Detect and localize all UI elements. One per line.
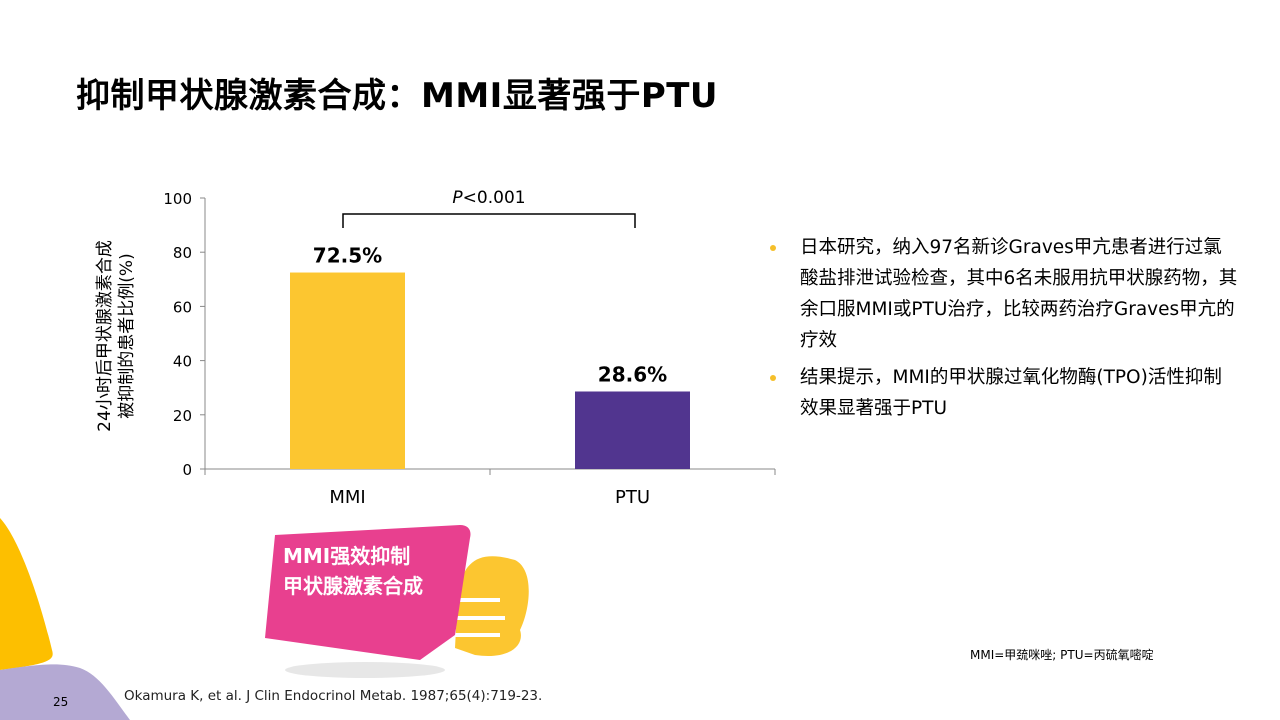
page-title: 抑制甲状腺激素合成：MMI显著强于PTU	[76, 76, 719, 116]
p-value-label: P<0.001	[452, 188, 525, 208]
data-label: 28.6%	[598, 362, 667, 386]
y-tick-label: 20	[173, 407, 192, 425]
significance-bracket: P<0.001	[342, 188, 636, 228]
data-label: 72.5%	[313, 244, 382, 268]
y-tick-label: 40	[173, 353, 192, 371]
callout-line1: MMI强效抑制	[283, 544, 411, 568]
callout-box	[265, 525, 471, 660]
page-number: 25	[53, 695, 69, 709]
bullet-list: 日本研究，纳入97名新诊Graves甲亢患者进行过氯酸盐排泄试验检查，其中6名未…	[768, 232, 1238, 430]
bullet-item: 结果提示，MMI的甲状腺过氧化物酶(TPO)活性抑制效果显著强于PTU	[768, 362, 1238, 424]
y-tick-label: 60	[173, 298, 192, 316]
y-axis-label-line2: 被抑制的患者比例(%)	[117, 253, 137, 418]
y-axis-label-line1: 24小时后甲状腺激素合成	[95, 240, 115, 432]
bar-ptu	[575, 391, 690, 469]
thumb-icon	[455, 556, 529, 656]
x-tick-label: PTU	[615, 487, 650, 508]
bullet-item: 日本研究，纳入97名新诊Graves甲亢患者进行过氯酸盐排泄试验检查，其中6名未…	[768, 232, 1238, 356]
reference: Okamura K, et al. J Clin Endocrinol Meta…	[124, 688, 543, 704]
y-axis-label: 24小时后甲状腺激素合成 被抑制的患者比例(%)	[95, 240, 137, 432]
callout-line2: 甲状腺激素合成	[283, 574, 423, 598]
purple-shape	[0, 664, 130, 720]
y-tick-label: 80	[173, 244, 192, 262]
y-tick-label: 0	[182, 461, 192, 479]
yellow-shape	[0, 518, 53, 670]
bar-mmi	[290, 272, 405, 469]
abbreviations-note: MMI=甲巯咪唑; PTU=丙硫氧嘧啶	[970, 648, 1154, 662]
callout-text: MMI强效抑制 甲状腺激素合成	[283, 541, 423, 601]
thumbs-up-callout	[265, 525, 529, 678]
x-tick-label: MMI	[329, 487, 365, 508]
y-tick-label: 100	[163, 190, 192, 208]
